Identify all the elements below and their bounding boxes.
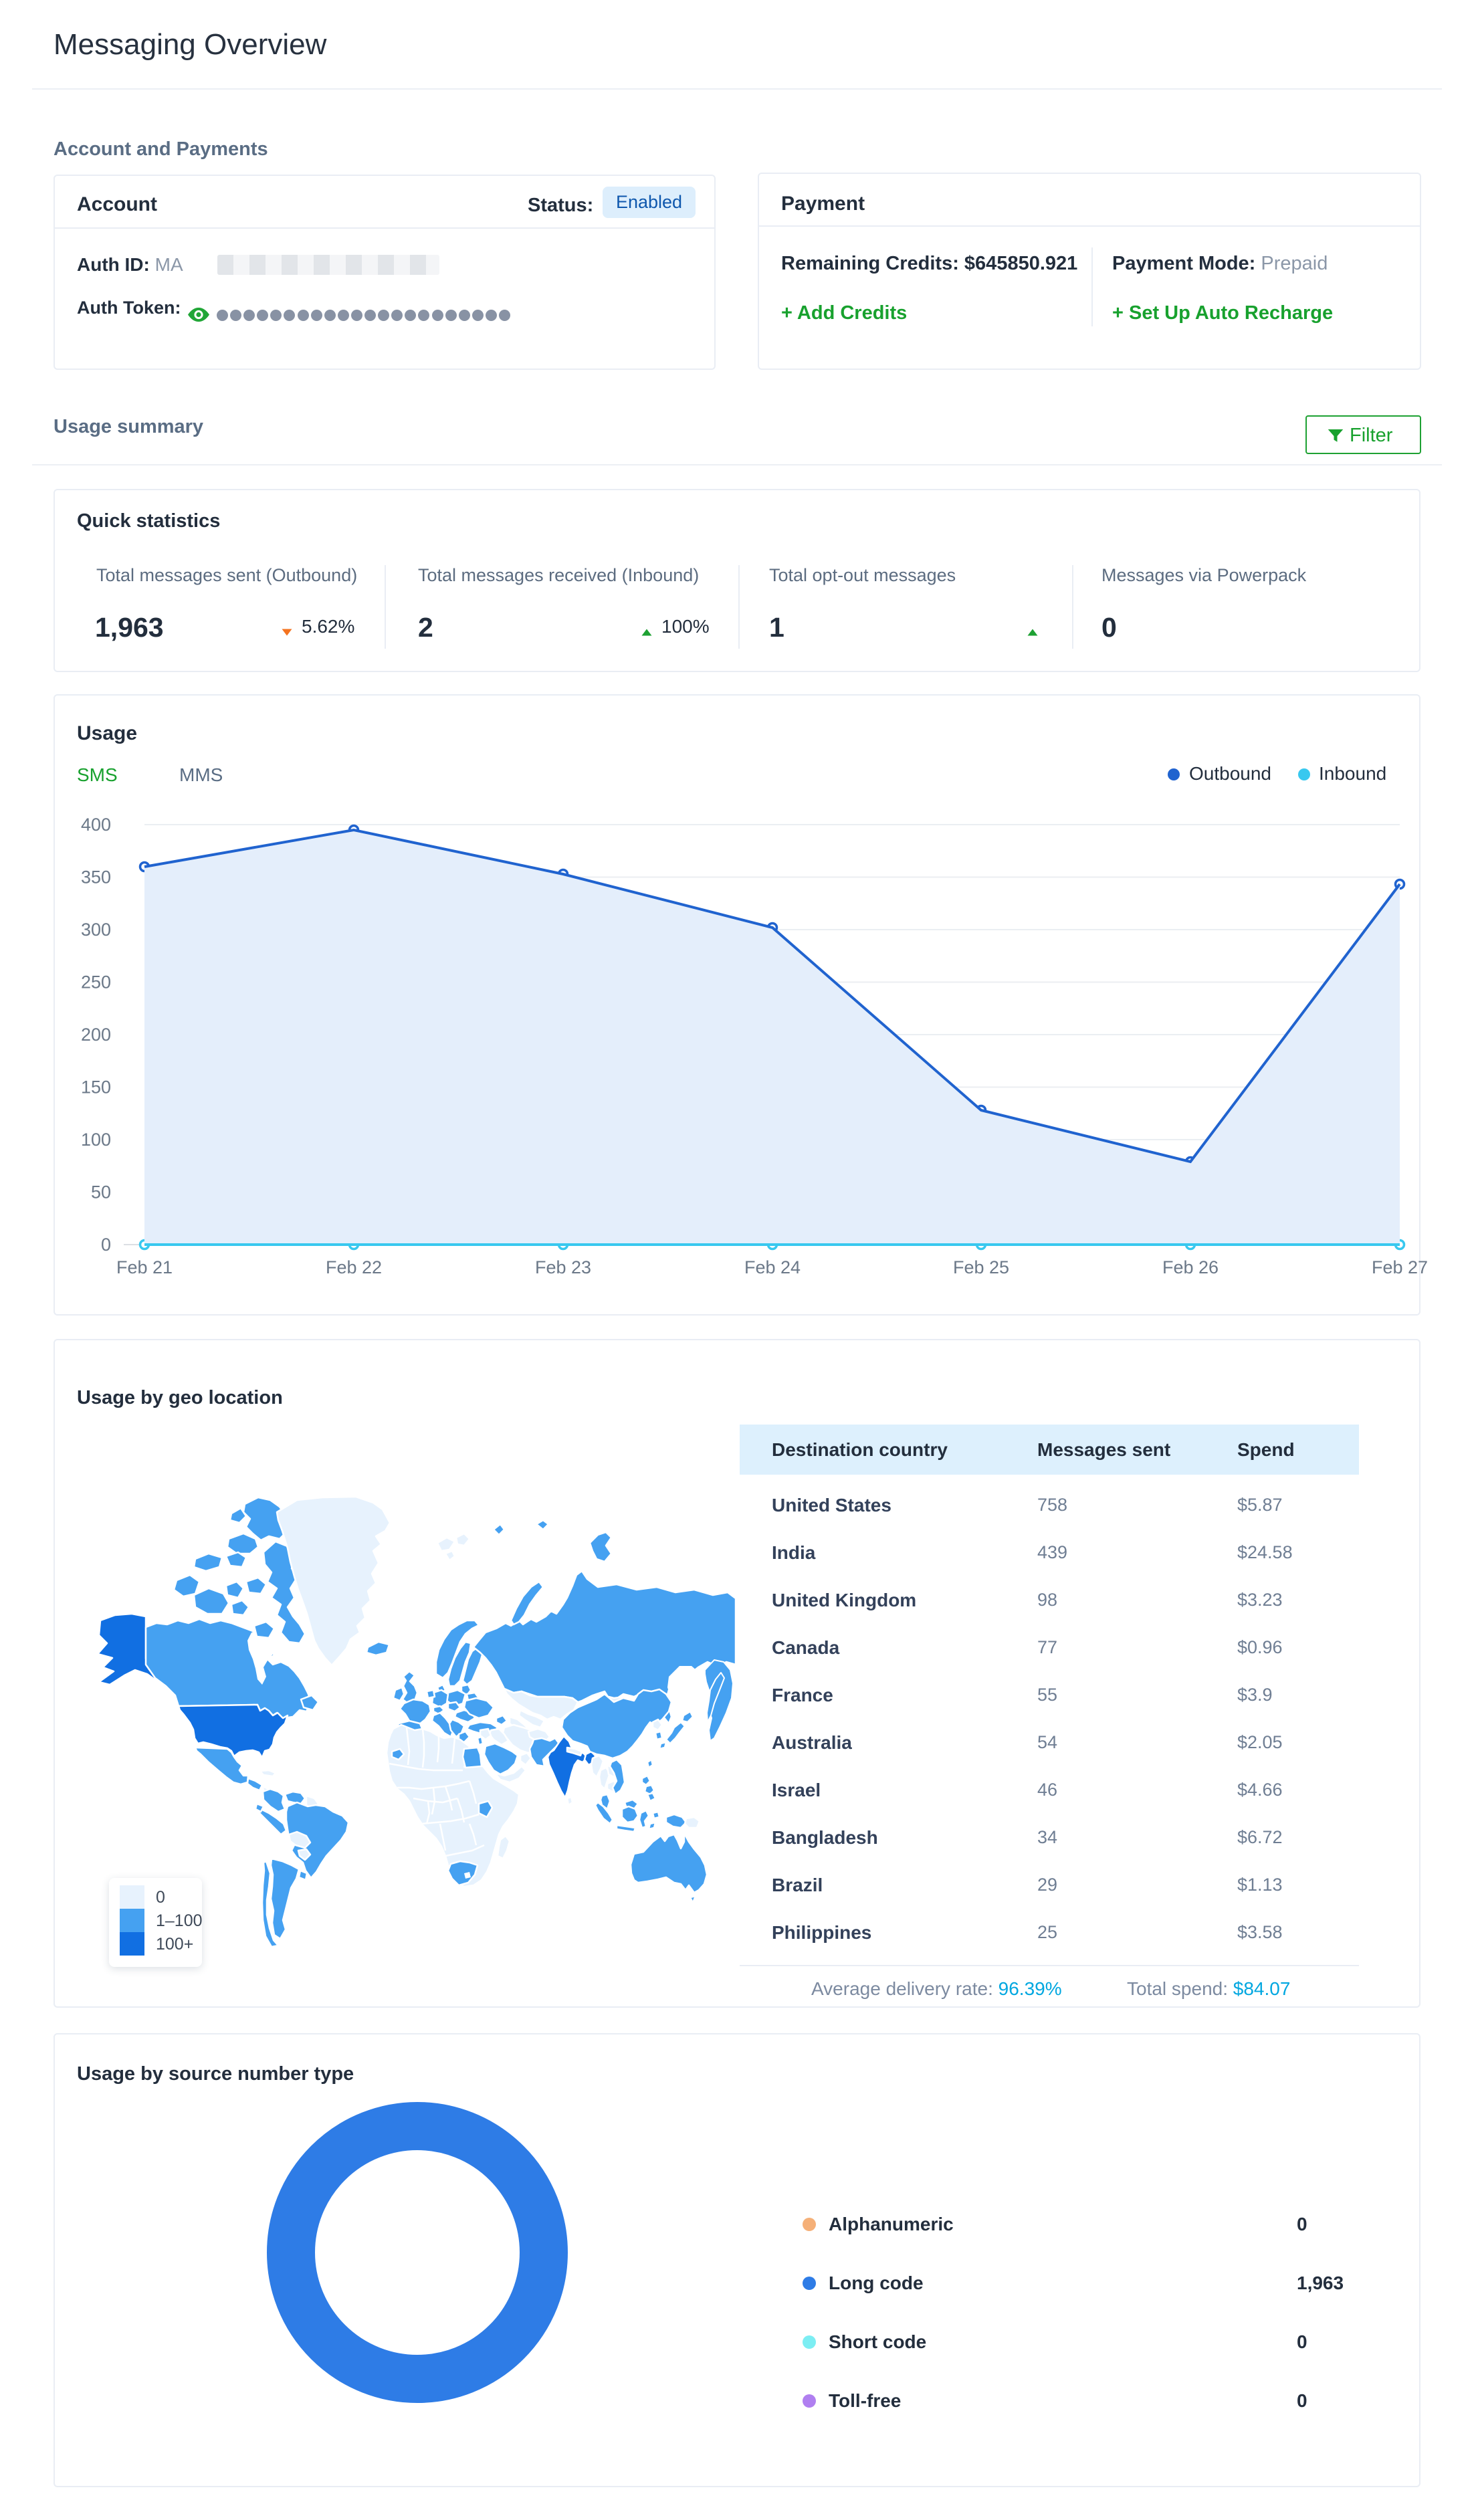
svg-text:400: 400 xyxy=(81,815,111,835)
svg-text:350: 350 xyxy=(81,867,111,887)
svg-text:Feb 24: Feb 24 xyxy=(744,1257,801,1277)
svg-text:50: 50 xyxy=(91,1182,111,1202)
svg-text:300: 300 xyxy=(81,920,111,940)
svg-text:100: 100 xyxy=(81,1130,111,1150)
svg-text:250: 250 xyxy=(81,972,111,992)
svg-text:Feb 23: Feb 23 xyxy=(535,1257,591,1277)
svg-text:Feb 21: Feb 21 xyxy=(116,1257,173,1277)
svg-text:Feb 26: Feb 26 xyxy=(1162,1257,1219,1277)
svg-text:200: 200 xyxy=(81,1025,111,1045)
svg-text:Feb 27: Feb 27 xyxy=(1372,1257,1428,1277)
svg-text:Feb 25: Feb 25 xyxy=(953,1257,1009,1277)
svg-text:Feb 22: Feb 22 xyxy=(326,1257,382,1277)
svg-text:0: 0 xyxy=(101,1235,111,1255)
svg-text:150: 150 xyxy=(81,1077,111,1097)
